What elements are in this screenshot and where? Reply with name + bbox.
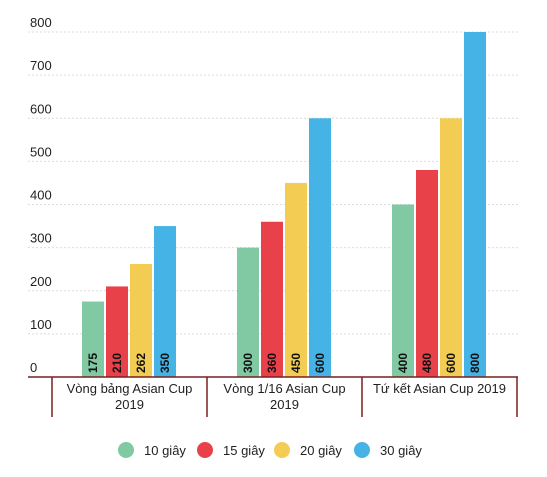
y-tick-label: 800 — [30, 15, 52, 30]
legend-label: 20 giây — [300, 443, 342, 458]
category-label: 2019 — [115, 397, 144, 412]
legend-marker — [354, 442, 370, 458]
bar-value-label: 360 — [265, 353, 279, 373]
bar — [130, 264, 152, 377]
bar — [237, 247, 259, 377]
legend-marker — [274, 442, 290, 458]
bar — [154, 226, 176, 377]
bar — [440, 118, 462, 377]
y-tick-label: 0 — [30, 360, 37, 375]
bar — [106, 286, 128, 377]
bar — [416, 170, 438, 377]
bar-value-label: 480 — [420, 353, 434, 373]
y-tick-label: 500 — [30, 144, 52, 159]
legend-marker — [118, 442, 134, 458]
legend-marker — [197, 442, 213, 458]
y-tick-label: 200 — [30, 274, 52, 289]
y-tick-label: 600 — [30, 101, 52, 116]
bar — [309, 118, 331, 377]
legend-label: 10 giây — [144, 443, 186, 458]
legend-label: 30 giây — [380, 443, 422, 458]
bar-value-label: 350 — [158, 353, 172, 373]
y-tick-label: 700 — [30, 58, 52, 73]
bar — [392, 204, 414, 377]
bars: 175 300 400 210 360 480 262 450 600 350 600 800 — [82, 32, 486, 377]
bar-value-label: 300 — [241, 353, 255, 373]
bar-value-label: 175 — [86, 353, 100, 373]
y-tick-label: 100 — [30, 317, 52, 332]
bar-value-label: 450 — [289, 353, 303, 373]
bar-value-label: 600 — [313, 353, 327, 373]
bar-value-label: 800 — [468, 353, 482, 373]
bar — [261, 221, 283, 377]
bar — [285, 182, 307, 377]
bar-value-label: 210 — [110, 353, 124, 373]
y-tick-label: 300 — [30, 231, 52, 246]
bar — [82, 301, 104, 377]
bar — [464, 32, 486, 377]
legend-label: 15 giây — [223, 443, 265, 458]
bar-value-label: 600 — [444, 353, 458, 373]
category-label: 2019 — [270, 397, 299, 412]
bar-value-label: 400 — [396, 353, 410, 373]
legend: 10 giây 15 giây 20 giây 30 giây — [118, 442, 422, 458]
category-label: Vòng bảng Asian Cup — [67, 381, 193, 396]
category-label: Tứ kết Asian Cup 2019 — [373, 381, 506, 396]
y-tick-label: 400 — [30, 188, 52, 203]
category-label: Vòng 1/16 Asian Cup — [223, 381, 345, 396]
bar-value-label: 262 — [134, 353, 148, 373]
y-axis: 0 100 200 300 400 500 600 700 800 — [30, 15, 52, 375]
